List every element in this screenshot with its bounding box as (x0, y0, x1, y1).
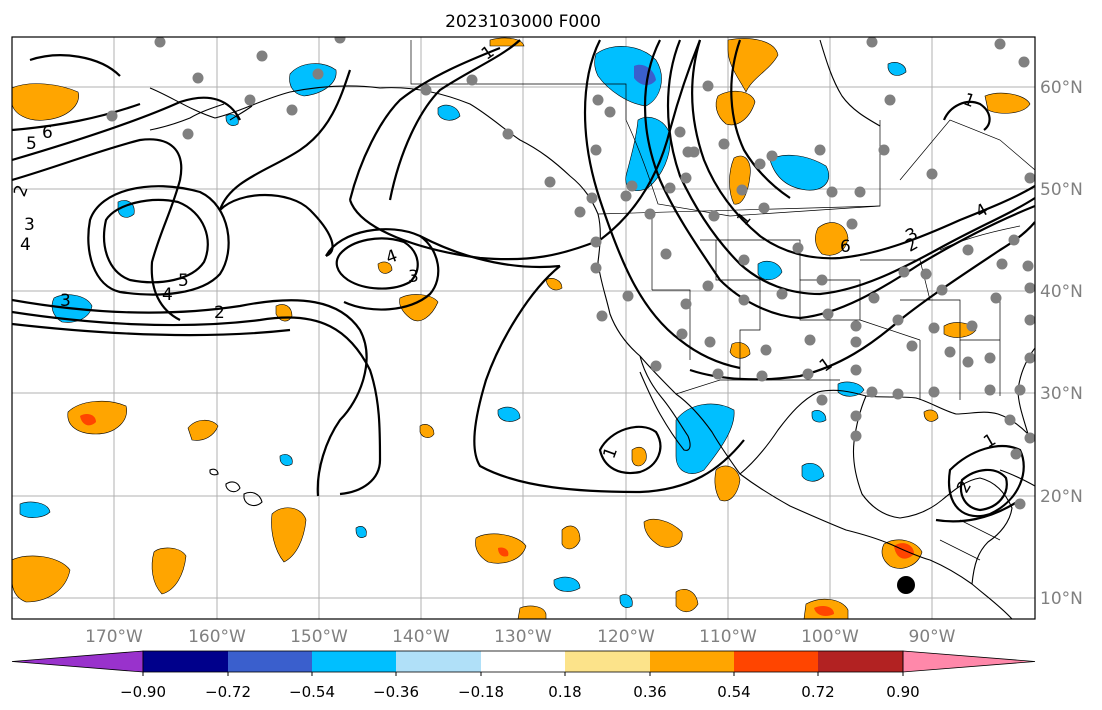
colorbar-segment (650, 651, 734, 672)
contour-label: 5 (26, 134, 37, 154)
negative-patch (887, 62, 907, 76)
negative-patch (437, 104, 461, 121)
contour-label: 3 (24, 215, 35, 235)
map-frame (11, 36, 1036, 620)
contour-label: 5 (178, 271, 189, 291)
positive-patch (12, 555, 71, 603)
colorbar-segment (143, 651, 228, 672)
negative-patch (801, 463, 825, 482)
lon-tick-label: 160°W (188, 627, 246, 647)
positive-patch (377, 261, 393, 274)
positive-patch (419, 424, 435, 438)
contour-label: 4 (20, 235, 31, 255)
positive-patch (815, 222, 849, 256)
colorbar-tick-label: −0.36 (373, 683, 419, 701)
positive-patch (715, 90, 756, 126)
colorbar-frame (142, 650, 904, 673)
negative-patch (497, 406, 521, 422)
positive-patch (517, 605, 547, 619)
positive-patch (631, 447, 647, 467)
lon-tick-label: 90°W (909, 627, 956, 647)
contour-label: 3 (408, 267, 419, 287)
positive-patch (545, 278, 563, 291)
positive-patch (714, 465, 741, 502)
negative-patch (634, 64, 656, 86)
colorbar-segment (396, 651, 481, 672)
lat-tick-label: 40°N (1040, 282, 1083, 302)
lat-tick-label: 20°N (1040, 487, 1083, 507)
colorbar-tick-label: 0.90 (886, 683, 919, 701)
colorbar-tick-label: −0.90 (120, 683, 166, 701)
lat-tick-label: 30°N (1040, 384, 1083, 404)
longitude-labels: 170°W 160°W 150°W 140°W 130°W 120°W 110°… (85, 627, 956, 647)
colorbar-tick-label: −0.18 (458, 683, 504, 701)
lat-tick-label: 50°N (1040, 180, 1083, 200)
colorbar-tick-label: 0.36 (633, 683, 666, 701)
colorbar (11, 650, 1036, 676)
negative-patch (625, 117, 671, 191)
lon-tick-label: 110°W (699, 627, 757, 647)
lon-tick-label: 170°W (85, 627, 143, 647)
negative-patch (837, 381, 865, 397)
negative-patch (19, 501, 51, 518)
negative-patch (289, 63, 337, 97)
negative-patch (619, 594, 633, 608)
strong-positive-core (80, 414, 96, 426)
station-dots (106, 37, 1035, 510)
colorbar-tick-label: 0.72 (801, 683, 834, 701)
negative-patch (553, 576, 581, 592)
contour-label: 6 (840, 237, 851, 257)
negative-patch (675, 403, 735, 474)
negative-patch (769, 154, 830, 191)
positive-patch (67, 400, 127, 435)
lon-tick-label: 100°W (801, 627, 859, 647)
negative-patch (279, 454, 293, 466)
lon-tick-label: 130°W (494, 627, 552, 647)
latitude-labels: 60°N 50°N 40°N 30°N 20°N 10°N (1040, 78, 1083, 609)
map-title: 2023103000 F000 (445, 12, 601, 32)
contour-label: 2 (214, 303, 225, 323)
colorbar-segment (565, 651, 650, 672)
positive-patch (12, 83, 79, 121)
storm-center-marker (897, 576, 915, 594)
lon-tick-label: 120°W (597, 627, 655, 647)
map-panel: 1 6 5 2 3 4 3 5 4 2 4 3 1 1 6 3 2 4 1 1 (11, 36, 1036, 620)
colorbar-segment (481, 651, 565, 672)
colorbar-tick-label: 0.18 (548, 683, 581, 701)
positive-patch (561, 525, 581, 550)
positive-patch (151, 547, 187, 595)
contour-label: 3 (60, 291, 71, 311)
colorbar-segment (312, 651, 396, 672)
positive-patch (923, 409, 939, 422)
borders (410, 40, 1035, 561)
strong-positive-core (894, 543, 914, 559)
positive-patch (271, 507, 307, 563)
strong-positive-core (814, 606, 834, 616)
colorbar-segment (228, 651, 312, 672)
negative-patch (757, 260, 783, 281)
contour-label: 6 (42, 123, 53, 143)
positive-patch (643, 519, 683, 548)
colorbar-tick-label: 0.54 (717, 683, 750, 701)
colorbar-segment (734, 651, 818, 672)
colorbar-extension-low (11, 650, 144, 673)
lat-tick-label: 60°N (1040, 78, 1083, 98)
colorbar-tick-label: −0.72 (205, 683, 251, 701)
positive-patch (187, 419, 219, 441)
colorbar-extension-high (902, 650, 1036, 673)
negative-patch (811, 410, 827, 423)
positive-patch (984, 92, 1031, 114)
strong-positive-core (498, 547, 509, 557)
lat-tick-label: 10°N (1040, 589, 1083, 609)
contour-labels: 1 6 5 2 3 4 3 5 4 2 4 3 1 1 6 3 2 4 1 1 (12, 42, 1000, 497)
lon-tick-label: 150°W (290, 627, 348, 647)
colorbar-labels: −0.90 −0.72 −0.54 −0.36 −0.18 0.18 0.36 … (120, 683, 920, 701)
lon-tick-label: 140°W (392, 627, 450, 647)
negative-patch (355, 526, 367, 538)
colorbar-segment (818, 651, 903, 672)
contour-label: 4 (162, 285, 173, 305)
colorbar-tick-label: −0.54 (289, 683, 335, 701)
positive-patch (675, 589, 699, 613)
